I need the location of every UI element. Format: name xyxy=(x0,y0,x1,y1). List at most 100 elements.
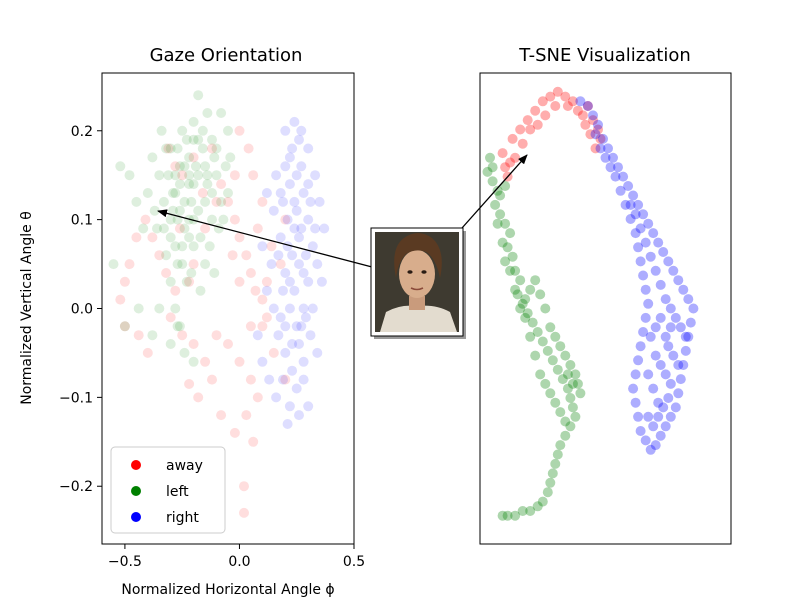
point-away xyxy=(197,188,208,198)
point-away xyxy=(200,223,211,234)
point-left xyxy=(147,152,158,163)
point-away xyxy=(239,507,249,518)
tsne-point-left xyxy=(540,303,551,314)
tsne-point-left xyxy=(525,331,536,342)
point-right xyxy=(294,259,304,270)
tsne-point-right xyxy=(648,421,659,432)
tsne-point-left xyxy=(525,506,536,516)
tsne-point-left xyxy=(500,256,511,267)
tsne-point-left xyxy=(527,317,538,328)
tsne-point-right xyxy=(680,331,691,342)
point-away xyxy=(229,170,240,181)
tsne-point-right xyxy=(660,331,671,342)
point-away xyxy=(142,347,153,358)
point-right xyxy=(303,214,314,225)
tsne-point-left xyxy=(562,383,573,394)
tsne-point-left xyxy=(552,364,563,375)
point-left xyxy=(186,196,197,207)
point-right xyxy=(305,196,316,207)
point-left xyxy=(174,179,185,190)
tsne-point-left xyxy=(550,331,561,342)
point-right xyxy=(275,312,286,323)
point-away xyxy=(241,410,252,421)
tsne-point-left xyxy=(492,185,503,196)
point-left xyxy=(177,241,188,252)
tsne-point-right xyxy=(638,327,649,337)
point-away xyxy=(170,161,181,172)
gaze-chart-y-axis: −0.2 −0.1 0.0 0.1 0.2 xyxy=(59,124,102,495)
tsne-point-left xyxy=(537,496,548,507)
tsne-point-away xyxy=(588,115,598,126)
point-right xyxy=(316,276,327,287)
x-tick-label: −0.5 xyxy=(108,554,142,570)
point-away xyxy=(234,356,245,367)
point-right xyxy=(291,170,302,181)
tsne-point-away xyxy=(525,124,536,135)
tsne-point-left xyxy=(550,458,561,469)
point-left xyxy=(119,321,130,332)
point-left xyxy=(193,90,204,101)
tsne-chart-frame xyxy=(479,72,732,545)
tsne-point-left xyxy=(535,289,546,300)
tsne-point-left xyxy=(542,487,553,498)
point-left xyxy=(168,205,178,216)
point-left xyxy=(179,161,190,172)
tsne-point-right xyxy=(640,435,651,446)
tsne-point-left xyxy=(497,510,508,521)
point-right xyxy=(287,365,298,376)
thumbnail-left-eye xyxy=(407,270,413,274)
point-right xyxy=(294,339,304,349)
tsne-point-right xyxy=(670,312,681,323)
tsne-point-right xyxy=(683,294,694,305)
tsne-point-right xyxy=(595,143,606,154)
point-away xyxy=(170,285,181,296)
point-right xyxy=(287,250,298,261)
tsne-point-left xyxy=(517,298,528,309)
tsne-point-right xyxy=(588,110,598,121)
y-tick-label: −0.1 xyxy=(59,390,93,406)
point-right xyxy=(275,232,286,243)
tsne-point-left xyxy=(565,421,576,432)
thumbnail-hair xyxy=(394,233,442,278)
tsne-point-right xyxy=(645,444,656,455)
point-left xyxy=(184,179,195,190)
point-right xyxy=(284,152,295,163)
tsne-point-right xyxy=(660,294,671,305)
point-right xyxy=(312,259,323,270)
tsne-point-right xyxy=(630,369,641,380)
point-left xyxy=(156,125,167,136)
tsne-point-right xyxy=(673,388,684,399)
point-away xyxy=(177,170,188,181)
point-left xyxy=(168,188,178,198)
point-left xyxy=(161,250,172,261)
tsne-point-left xyxy=(487,176,498,187)
tsne-point-right xyxy=(610,171,621,182)
point-left xyxy=(200,196,211,207)
point-away xyxy=(248,170,259,181)
tsne-point-right xyxy=(630,228,641,239)
x-tick-label: 0.5 xyxy=(343,554,365,570)
point-left xyxy=(165,143,176,154)
tsne-point-right xyxy=(655,279,666,290)
tsne-point-away xyxy=(590,143,601,154)
point-right xyxy=(298,374,309,385)
point-away xyxy=(216,410,227,421)
point-left xyxy=(170,170,181,181)
point-left xyxy=(179,196,190,207)
point-away xyxy=(257,294,268,305)
point-left xyxy=(174,321,185,332)
point-right xyxy=(298,188,309,198)
point-away xyxy=(245,321,256,332)
tsne-point-left xyxy=(565,360,576,370)
tsne-point-left xyxy=(525,284,536,295)
point-right xyxy=(278,374,288,385)
tsne-point-left xyxy=(512,289,523,300)
point-left xyxy=(181,276,192,287)
point-left xyxy=(174,205,185,216)
point-away xyxy=(250,285,261,296)
tsne-chart-points xyxy=(482,86,699,521)
point-left xyxy=(202,179,213,190)
point-left xyxy=(115,161,126,172)
legend-label-right: right xyxy=(166,510,199,526)
tsne-point-left xyxy=(482,166,493,177)
